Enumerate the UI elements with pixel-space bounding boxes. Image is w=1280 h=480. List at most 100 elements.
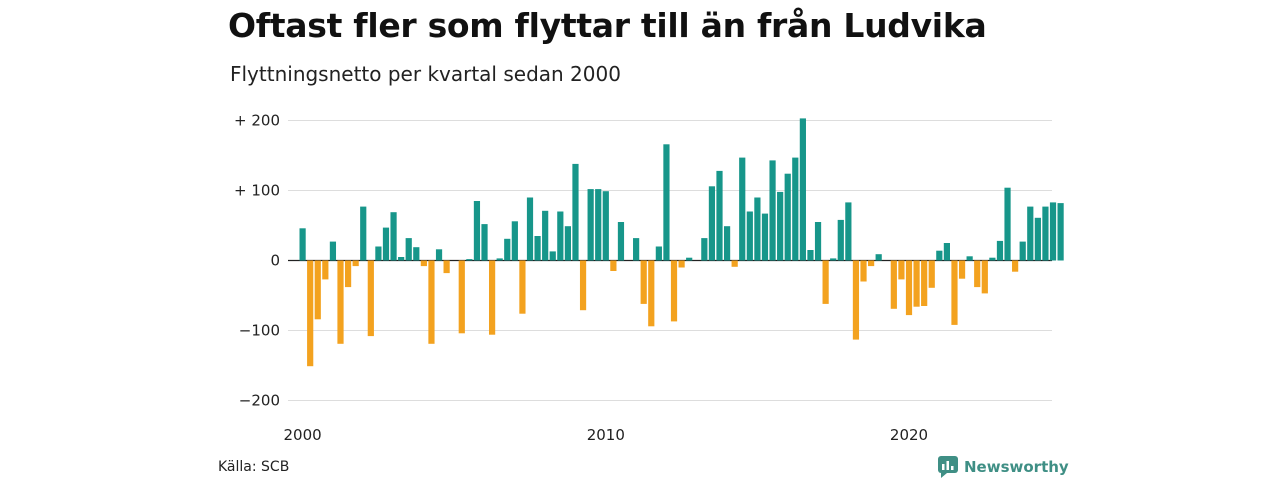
bar (761, 213, 769, 261)
bar (905, 260, 913, 316)
bar (875, 254, 882, 261)
bar (519, 260, 526, 314)
bar (329, 241, 337, 261)
y-tick-label: + 100 (234, 182, 280, 200)
bar (504, 238, 511, 261)
bar (769, 160, 776, 261)
bar (610, 260, 617, 271)
bar (822, 260, 829, 304)
bar (1019, 241, 1026, 261)
bar (617, 222, 625, 261)
bar (807, 250, 814, 261)
x-tick-label: 2000 (284, 426, 322, 444)
bar (913, 260, 920, 307)
bar (572, 163, 579, 261)
bar (496, 258, 503, 261)
bar (443, 260, 450, 274)
bar (731, 260, 738, 267)
bar (640, 260, 647, 304)
bar (314, 260, 321, 320)
bar (754, 197, 761, 261)
bar (1057, 203, 1064, 261)
x-tick-label: 2010 (587, 426, 625, 444)
x-axis-ticks: 2000 2010 2020 (284, 426, 929, 444)
bar (678, 260, 685, 268)
bar (337, 260, 344, 344)
bar (579, 260, 587, 311)
bar (830, 258, 837, 261)
bar (966, 256, 973, 261)
bar (413, 247, 420, 261)
bar (670, 260, 678, 322)
bar (989, 257, 996, 261)
bar (367, 260, 374, 337)
bar (382, 227, 390, 261)
bar (549, 251, 556, 261)
bar (648, 260, 655, 327)
bar (663, 144, 670, 261)
y-axis-ticks: + 200 + 100 0 −100 −200 (234, 112, 280, 410)
bar (390, 212, 397, 261)
bar (974, 260, 981, 288)
bar (473, 201, 481, 261)
newsworthy-logo[interactable]: Newsworthy (938, 456, 1069, 478)
bar (784, 173, 791, 261)
bar (845, 202, 852, 261)
bar (958, 260, 966, 279)
bar (799, 118, 806, 261)
y-tick-label: + 200 (234, 112, 280, 130)
bar (534, 236, 541, 261)
source-note: Källa: SCB (218, 459, 290, 475)
brand-name: Newsworthy (964, 458, 1069, 476)
bar (1027, 206, 1034, 261)
bar (405, 238, 412, 261)
bar (564, 226, 571, 261)
bar (739, 157, 746, 261)
bar (860, 260, 867, 282)
bar (898, 260, 905, 280)
bar (602, 191, 609, 261)
bar (428, 260, 435, 344)
bar (489, 260, 496, 335)
bar (307, 260, 314, 367)
chart-title: Oftast fler som flyttar till än från Lud… (228, 6, 987, 45)
bar (928, 260, 935, 288)
y-tick-label: 0 (270, 252, 280, 270)
bar (352, 260, 359, 267)
bar (655, 246, 662, 261)
bar (701, 238, 708, 261)
bar (1042, 206, 1049, 261)
bars (299, 118, 1064, 367)
bar (723, 226, 731, 261)
newsworthy-icon (938, 456, 958, 478)
bar (868, 260, 875, 267)
bar (481, 224, 488, 261)
bar (890, 260, 897, 309)
bar (996, 240, 1004, 261)
bar (375, 246, 382, 261)
bar (595, 189, 602, 261)
bar (511, 221, 518, 261)
bar (716, 170, 723, 261)
bar (322, 260, 329, 280)
bar (344, 260, 352, 288)
bar (943, 243, 950, 261)
chart-subtitle: Flyttningsnetto per kvartal sedan 2000 (230, 62, 621, 86)
bar (587, 189, 594, 261)
bar (921, 260, 928, 306)
y-tick-label: −100 (239, 322, 280, 340)
x-tick-label: 2020 (890, 426, 928, 444)
bar (526, 197, 534, 261)
bar (777, 191, 784, 261)
bar (633, 238, 640, 261)
bar (686, 257, 693, 261)
bar (542, 210, 549, 261)
bar (398, 257, 405, 261)
bar (1034, 217, 1041, 261)
bar (852, 260, 860, 340)
bar (936, 250, 943, 261)
bar (360, 206, 367, 261)
bar (1004, 187, 1011, 261)
bar (792, 157, 799, 261)
y-tick-label: −200 (239, 392, 280, 410)
